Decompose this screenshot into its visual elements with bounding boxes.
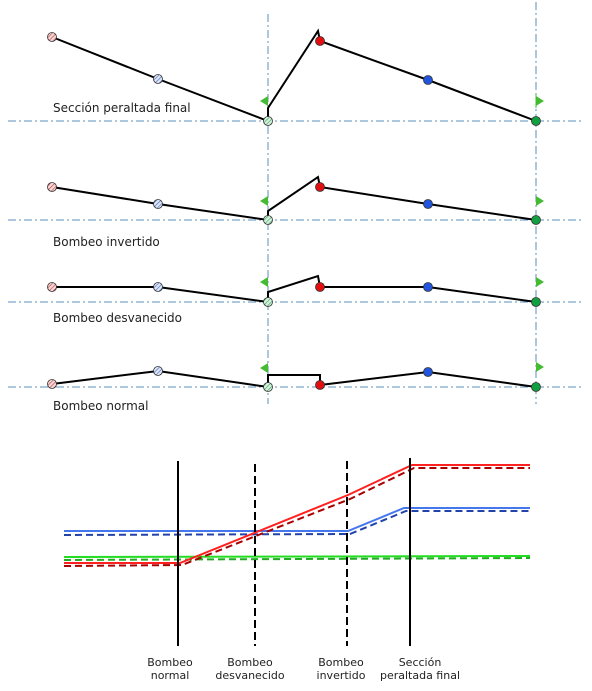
solid-circle-icon [531, 116, 541, 126]
transition-profile: Bombeo normal Bombeo desvanecido Bombeo … [63, 458, 531, 682]
hatched-circle-icon [263, 382, 273, 392]
solid-circle-icon [423, 367, 433, 377]
flag-icon [260, 277, 268, 287]
hatched-circle-icon [263, 116, 273, 126]
solid-circle-icon [423, 75, 433, 85]
flag-icon [536, 362, 544, 372]
marker-label: normal [151, 669, 190, 682]
flag-icon [260, 196, 268, 206]
red-profile-dashed [63, 467, 530, 567]
flag-icon [260, 363, 268, 373]
flag-icon [536, 277, 544, 287]
hatched-circle-icon [153, 74, 163, 84]
solid-circle-icon [315, 380, 325, 390]
marker-label: Bombeo [318, 656, 364, 669]
stage-bombeo-desvanecido: Bombeo desvanecido [47, 274, 544, 325]
stage-bombeo-normal: Bombeo normal [47, 362, 544, 413]
stage-label: Sección peraltada final [53, 101, 191, 115]
hatched-circle-icon [263, 297, 273, 307]
flag-icon [536, 196, 544, 206]
hatched-circle-icon [47, 379, 57, 389]
hatched-circle-icon [47, 182, 57, 192]
marker-label: Sección [399, 656, 442, 669]
hatched-circle-icon [153, 199, 163, 209]
solid-circle-icon [315, 182, 325, 192]
green-profile-dashed [63, 557, 531, 561]
stage-label: Bombeo invertido [53, 235, 160, 249]
solid-circle-icon [531, 215, 541, 225]
flag-icon [536, 96, 544, 106]
marker-label: Bombeo [147, 656, 193, 669]
solid-circle-icon [315, 36, 325, 46]
stage-peraltada-final: Sección peraltada final [47, 28, 544, 126]
solid-circle-icon [531, 297, 541, 307]
blue-profile-dashed [63, 510, 530, 536]
marker-label: invertido [317, 669, 366, 682]
solid-circle-icon [423, 282, 433, 292]
cross-sections: Sección peraltada final Bombeo invertido [8, 2, 584, 413]
stage-label: Bombeo normal [53, 399, 148, 413]
hatched-circle-icon [263, 215, 273, 225]
stage-bombeo-invertido: Bombeo invertido [47, 175, 544, 249]
stage-label: Bombeo desvanecido [53, 311, 182, 325]
flag-icon [260, 96, 268, 106]
solid-circle-icon [531, 382, 541, 392]
marker-label: peraltada final [380, 669, 460, 682]
solid-circle-icon [423, 199, 433, 209]
hatched-circle-icon [153, 282, 163, 292]
marker-label: desvanecido [215, 669, 285, 682]
marker-label: Bombeo [227, 656, 273, 669]
solid-circle-icon [315, 282, 325, 292]
hatched-circle-icon [47, 32, 57, 42]
hatched-circle-icon [153, 366, 163, 376]
hatched-circle-icon [47, 282, 57, 292]
blue-profile-solid [64, 507, 530, 532]
red-profile-solid [64, 464, 530, 564]
green-profile-solid [63, 555, 531, 558]
